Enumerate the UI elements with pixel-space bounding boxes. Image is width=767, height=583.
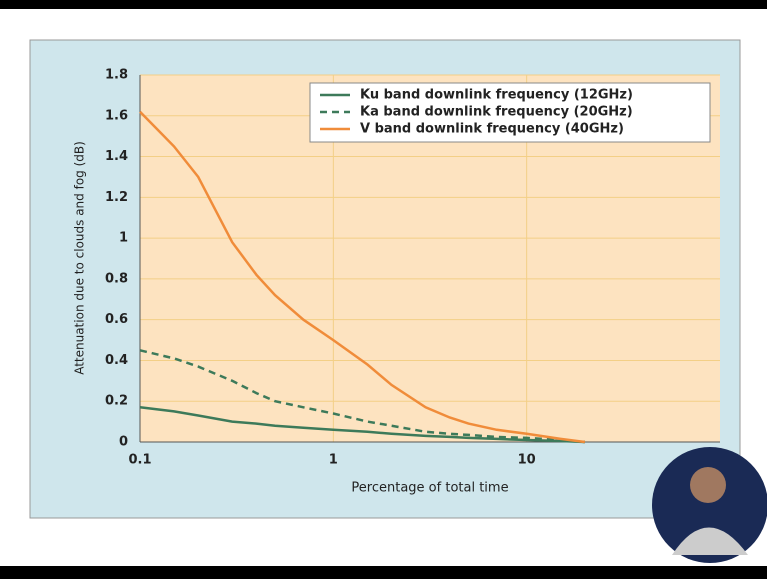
top-bar bbox=[0, 0, 767, 9]
plot-layer: 0 0.2 0.4 0.6 0.8 1 1.2 1.4 1.6 1.8 0.1 1 10 Ku band … bbox=[105, 68, 720, 468]
data-line bbox=[139, 349, 586, 444]
y-tick-label: 0.2 bbox=[105, 394, 128, 409]
y-tick-label: 1.2 bbox=[105, 190, 128, 205]
y-tick-label: 0.4 bbox=[105, 353, 128, 368]
presenter-body bbox=[672, 527, 748, 555]
data-line bbox=[139, 406, 585, 444]
presenter-head bbox=[690, 467, 726, 503]
y-tick-label: 0.6 bbox=[105, 312, 128, 327]
y-tick-label: 1.8 bbox=[105, 68, 128, 83]
x-tick-label: 0.1 bbox=[128, 453, 151, 468]
y-tick-label: 1.6 bbox=[105, 108, 128, 123]
x-tick-label: 1 bbox=[329, 453, 338, 468]
bottom-bar bbox=[0, 566, 767, 579]
data-line bbox=[139, 110, 586, 444]
y-tick-label: 1.4 bbox=[105, 149, 128, 164]
y-axis-label: Attenuation due to clouds and fog (dB) bbox=[73, 141, 87, 375]
legend-label: Ka band downlink frequency (20GHz) bbox=[360, 105, 633, 120]
legend-label: Ku band downlink frequency (12GHz) bbox=[360, 88, 633, 103]
presenter-photo bbox=[652, 447, 767, 563]
y-tick-label: 0.8 bbox=[105, 271, 128, 286]
legend-label: V band downlink frequency (40GHz) bbox=[360, 122, 624, 137]
x-tick-label: 10 bbox=[518, 453, 536, 468]
y-tick-label: 0 bbox=[119, 435, 128, 450]
x-axis-label: Percentage of total time bbox=[351, 481, 508, 496]
legend-box bbox=[309, 82, 711, 143]
y-tick-label: 1 bbox=[119, 231, 128, 246]
